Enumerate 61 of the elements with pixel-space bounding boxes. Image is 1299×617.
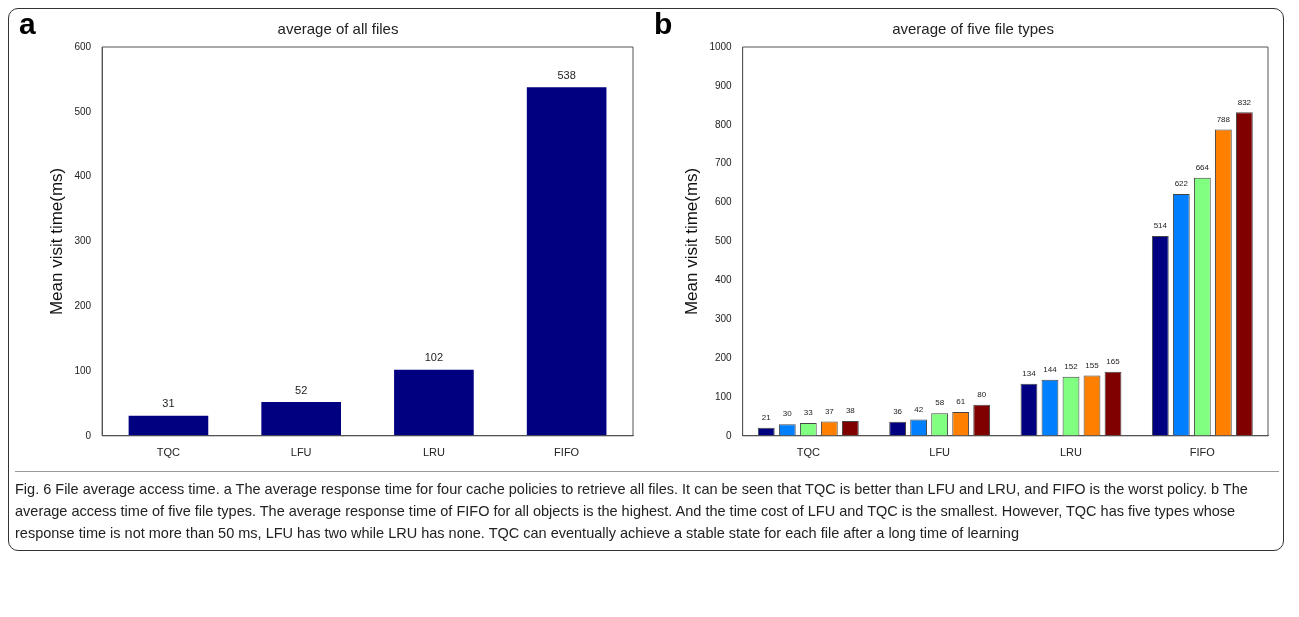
bar — [526, 87, 607, 436]
data-label: 58 — [935, 398, 945, 408]
data-label: 622 — [1174, 179, 1189, 189]
y-tick-label: 700 — [714, 157, 733, 169]
x-tick-label: TQC — [796, 446, 820, 459]
y-tick-label: 400 — [74, 170, 92, 182]
data-label: 38 — [845, 406, 856, 416]
y-axis-title: Mean visit time(ms) — [681, 167, 701, 316]
y-tick-label: 600 — [74, 40, 92, 52]
y-tick-label: 600 — [714, 196, 733, 208]
data-label: 21 — [761, 412, 772, 422]
text: a — [19, 7, 36, 41]
data-label: 664 — [1195, 162, 1210, 172]
data-label: 134 — [1022, 368, 1037, 378]
data-label: 33 — [803, 408, 814, 418]
y-tick-label: 800 — [714, 118, 733, 130]
data-label: 152 — [1064, 361, 1079, 371]
chart-title: average of five file types — [892, 20, 1054, 38]
y-tick-label: 200 — [714, 351, 733, 363]
data-label: 102 — [424, 351, 444, 364]
x-tick-label: LFU — [929, 446, 951, 459]
data-label: 42 — [914, 404, 924, 414]
data-label: 80 — [977, 389, 987, 399]
y-tick-label: 100 — [714, 390, 733, 402]
data-label: 788 — [1216, 114, 1231, 124]
y-tick-label: 300 — [714, 312, 733, 324]
bar — [261, 402, 341, 436]
data-label: 61 — [956, 397, 966, 407]
x-tick-label: FIFO — [554, 446, 580, 459]
y-axis-title: Mean visit time(ms) — [46, 167, 66, 316]
data-label: 832 — [1237, 97, 1252, 107]
data-label: 36 — [893, 407, 903, 417]
x-tick-label: LRU — [1059, 446, 1083, 459]
y-tick-label: 200 — [74, 299, 92, 311]
chart-title: average of all files — [277, 20, 399, 38]
y-tick-label: 1000 — [709, 40, 733, 52]
bar — [128, 415, 209, 436]
data-label: 155 — [1085, 360, 1100, 370]
y-tick-label: 900 — [714, 79, 733, 91]
x-tick-label: FIFO — [1189, 446, 1216, 459]
x-tick-label: LRU — [422, 446, 445, 459]
bar — [394, 369, 474, 436]
data-label: 514 — [1153, 221, 1168, 231]
y-tick-label: 0 — [85, 429, 92, 441]
caption: Fig. 6 File average access time. a The average response time for four cache policies to retrieve all files. It can be seen that TQC is better than LFU and LRU, and FIFO is the worst policy. b The average access time of five file types. The average response time of FIFO for all objects is the highest. And the time cost of LFU and TQC is the smallest. However, TQC has five types whose response time is not more than 50 ms, LFU has two while LRU has none. TQC can eventually achieve a stable state for each file after a long time of learning — [15, 471, 1279, 544]
y-tick-label: 100 — [74, 364, 92, 376]
data-label: 165 — [1106, 356, 1121, 366]
y-tick-label: 500 — [74, 105, 92, 117]
y-tick-label: 500 — [714, 235, 733, 247]
y-tick-label: 300 — [74, 235, 92, 247]
data-label: 30 — [782, 409, 793, 419]
data-label: 144 — [1043, 365, 1058, 375]
y-tick-label: 400 — [714, 274, 733, 286]
x-tick-label: LFU — [290, 446, 312, 459]
data-label: 538 — [557, 68, 576, 81]
text: b — [654, 7, 673, 41]
x-tick-label: TQC — [156, 446, 181, 459]
data-label: 52 — [295, 383, 308, 396]
y-tick-label: 0 — [726, 429, 733, 441]
data-label: 37 — [824, 406, 835, 416]
data-label: 31 — [162, 397, 175, 410]
